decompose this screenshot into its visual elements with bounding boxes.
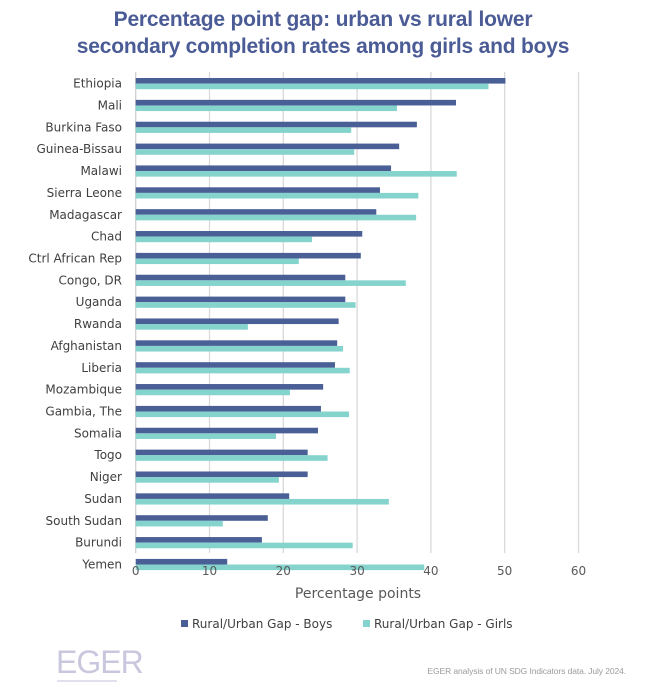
category-label: Uganda <box>76 295 122 309</box>
bar-girls-rwanda <box>135 324 248 330</box>
bar-boys-ctrl-african-rep <box>135 252 361 259</box>
bar-boys-mali <box>135 99 456 106</box>
category-label: Mali <box>98 98 122 112</box>
bar-boys-uganda <box>135 296 346 303</box>
x-tick-label: 10 <box>202 564 217 578</box>
legend-label-girls: Rural/Urban Gap - Girls <box>374 617 513 631</box>
x-tick-label: 30 <box>349 564 364 578</box>
bar-boys-yemen <box>135 558 228 565</box>
category-label: Liberia <box>81 361 122 375</box>
bar-girls-gambia-the <box>135 411 349 418</box>
bar-boys-gambia-the <box>135 405 321 412</box>
category-label: Chad <box>91 230 122 244</box>
bar-girls-togo <box>135 455 328 461</box>
bar-girls-sierra-leone <box>135 192 419 199</box>
legend-label-boys: Rural/Urban Gap - Boys <box>192 617 332 631</box>
bar-boys-burundi <box>135 537 262 543</box>
legend-swatch-girls <box>363 620 370 627</box>
category-label: Congo, DR <box>59 273 123 287</box>
bar-boys-rwanda <box>135 318 339 325</box>
bar-boys-madagascar <box>135 209 377 215</box>
x-tick-labels: 0 10 20 30 40 50 60 <box>132 564 586 578</box>
bar-boys-guinea-bissau <box>135 143 400 150</box>
bar-girls-mali <box>135 105 397 112</box>
category-label: Ctrl African Rep <box>28 251 122 265</box>
category-label: Madagascar <box>49 208 122 222</box>
x-tick-label: 20 <box>276 564 291 578</box>
bars <box>135 78 506 571</box>
logo-tagline-decoration <box>57 680 117 682</box>
category-label: Burundi <box>75 536 122 550</box>
bar-girls-uganda <box>135 302 356 308</box>
source-note: EGER analysis of UN SDG Indicators data.… <box>427 666 626 676</box>
x-tick-label: 0 <box>132 564 140 578</box>
eger-logo: EGER <box>56 644 144 680</box>
x-tick-label: 60 <box>571 564 586 578</box>
category-label: Malawi <box>80 164 122 178</box>
category-label: Burkina Faso <box>45 120 122 134</box>
x-tick-label: 40 <box>423 564 438 578</box>
bar-girls-ethiopia <box>135 83 489 90</box>
category-label: Togo <box>93 448 122 462</box>
bar-boys-niger <box>135 471 308 478</box>
category-label: South Sudan <box>46 514 123 528</box>
category-labels: Ethiopia Mali Burkina Faso Guinea-Bissau Mal… <box>28 77 122 572</box>
bar-boys-chad <box>135 231 363 237</box>
category-label: Niger <box>90 470 122 484</box>
legend: Rural/Urban Gap - Boys Rural/Urban Gap - … <box>181 617 513 631</box>
category-label: Ethiopia <box>73 77 122 91</box>
category-label: Sierra Leone <box>47 186 122 200</box>
category-label: Guinea-Bissau <box>36 142 122 156</box>
category-label: Yemen <box>81 558 122 572</box>
bar-boys-ethiopia <box>135 78 506 84</box>
bar-girls-afghanistan <box>135 345 344 352</box>
bar-boys-sudan <box>135 493 290 499</box>
bar-boys-togo <box>135 449 308 456</box>
category-label: Gambia, The <box>45 405 122 419</box>
bar-girls-madagascar <box>135 214 417 221</box>
category-label: Afghanistan <box>51 339 122 353</box>
x-axis-title: Percentage points <box>295 586 421 602</box>
bar-boys-somalia <box>135 427 318 434</box>
category-label: Sudan <box>84 492 122 506</box>
bar-girls-somalia <box>135 433 276 439</box>
bar-girls-liberia <box>135 367 350 374</box>
bar-girls-guinea-bissau <box>135 149 355 155</box>
chart-title: Percentage point gap: urban vs rural low… <box>0 6 646 60</box>
bar-girls-chad <box>135 236 313 243</box>
bar-girls-malawi <box>135 171 457 177</box>
bar-boys-mozambique <box>135 384 324 390</box>
category-label: Somalia <box>74 426 122 440</box>
chart-title-line-1: Percentage point gap: urban vs rural low… <box>113 8 533 31</box>
bar-girls-niger <box>135 477 279 483</box>
bar-girls-ctrl-african-rep <box>135 258 299 265</box>
bar-boys-congo-dr <box>135 274 346 281</box>
bar-boys-liberia <box>135 362 335 368</box>
bar-girls-mozambique <box>135 389 290 396</box>
bar-girls-south-sudan <box>135 520 223 527</box>
legend-swatch-boys <box>181 620 188 627</box>
bar-girls-congo-dr <box>135 280 406 286</box>
bar-boys-malawi <box>135 165 392 172</box>
bar-boys-afghanistan <box>135 340 338 346</box>
bar-girls-sudan <box>135 498 389 505</box>
x-tick-label: 50 <box>497 564 512 578</box>
bar-boys-sierra-leone <box>135 187 380 193</box>
category-label: Rwanda <box>74 317 122 331</box>
bar-girls-yemen <box>135 564 425 571</box>
chart-title-line-2: secondary completion rates among girls a… <box>76 35 570 58</box>
bar-girls-burkina-faso <box>135 127 352 133</box>
bar-girls-burundi <box>135 542 353 549</box>
bar-boys-south-sudan <box>135 515 268 521</box>
bar-boys-burkina-faso <box>135 121 417 128</box>
category-label: Mozambique <box>45 383 122 397</box>
